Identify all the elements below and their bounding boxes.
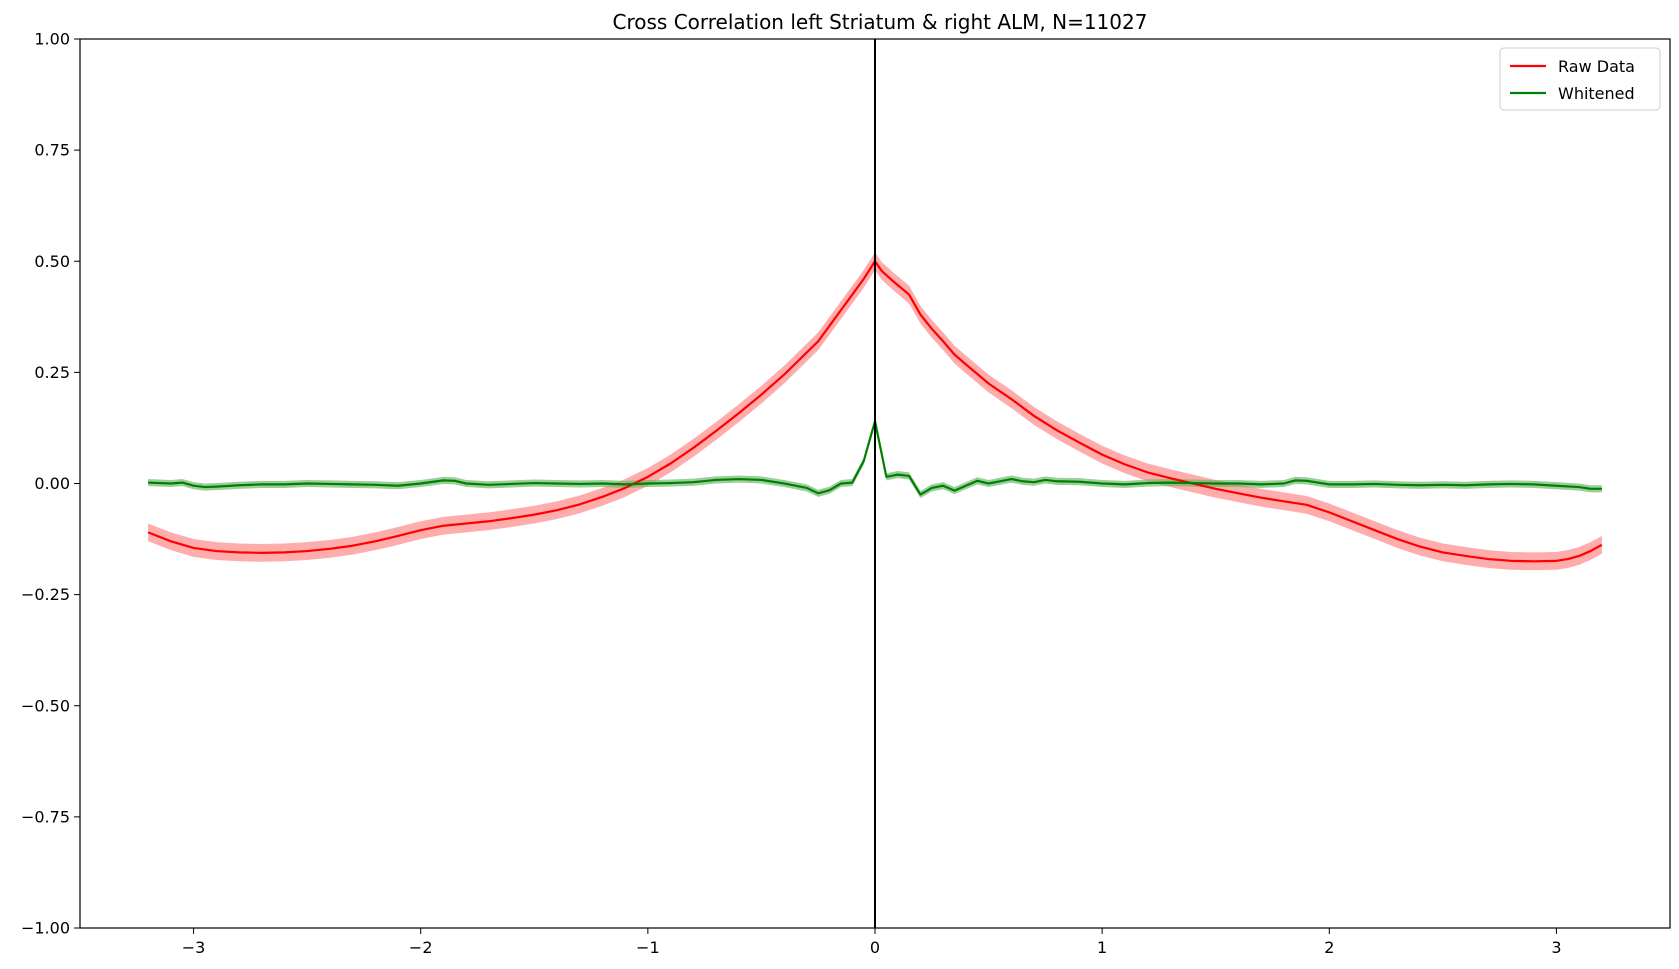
band-raw-data	[148, 252, 1602, 571]
y-axis: −1.00 −0.75 −0.50 −0.25 0.00 0.25 0.50 0.75 1.00	[21, 30, 80, 938]
y-tick-label: 0.50	[34, 252, 70, 271]
x-tick-label: −2	[409, 938, 433, 957]
series-lines	[147, 260, 1603, 563]
x-axis: −3 −2 −1 0 1 2 3	[182, 928, 1562, 957]
y-tick-label: 0.00	[34, 474, 70, 493]
y-tick-label: 1.00	[34, 30, 70, 49]
chart-title: Cross Correlation left Striatum & right …	[613, 10, 1148, 34]
legend-label: Whitened	[1558, 84, 1635, 103]
legend-label: Raw Data	[1558, 57, 1635, 76]
x-tick-label: 0	[870, 938, 880, 957]
y-tick-label: 0.25	[34, 363, 70, 382]
y-tick-label: −1.00	[21, 919, 70, 938]
x-tick-label: 3	[1551, 938, 1561, 957]
x-tick-label: −1	[636, 938, 660, 957]
y-tick-label: −0.50	[21, 696, 70, 715]
y-tick-label: 0.75	[34, 141, 70, 160]
legend: Raw Data Whitened	[1499, 47, 1661, 111]
x-tick-label: 1	[1097, 938, 1107, 957]
line-whitened	[148, 420, 1602, 496]
x-tick-label: −3	[182, 938, 206, 957]
confidence-bands	[148, 252, 1602, 571]
line-raw-data	[147, 260, 1603, 563]
y-tick-label: −0.25	[21, 585, 70, 604]
legend-box	[1499, 47, 1661, 111]
x-tick-label: 2	[1324, 938, 1334, 957]
y-tick-label: −0.75	[21, 807, 70, 826]
